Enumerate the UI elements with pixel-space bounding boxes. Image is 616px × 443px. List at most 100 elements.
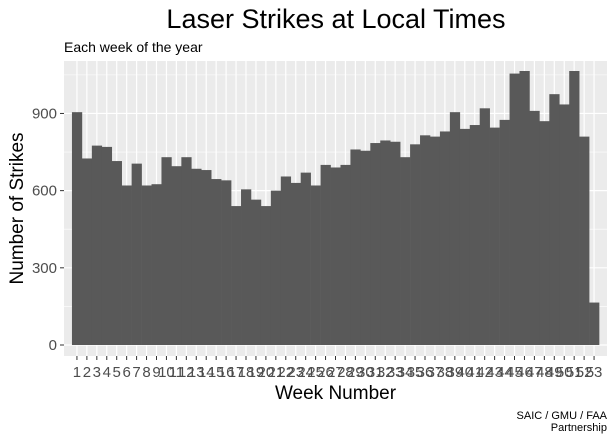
- bar-week-38: [439, 131, 451, 345]
- bar-week-50: [559, 104, 570, 345]
- bar-week-22: [280, 176, 292, 345]
- x-tick-label: 2: [83, 364, 91, 381]
- x-tick-label: 4: [103, 364, 111, 381]
- bar-week-17: [231, 206, 242, 345]
- x-tick-label: 5: [113, 364, 121, 381]
- x-tick-label: 51: [566, 364, 583, 381]
- bar-week-21: [270, 190, 282, 345]
- bar-week-26: [320, 164, 331, 345]
- x-tick-label: 18: [238, 364, 255, 381]
- y-axis-title: Number of Strikes: [7, 132, 28, 284]
- bar-week-37: [429, 136, 441, 345]
- x-tick-label: 52: [576, 364, 593, 381]
- bar-week-12: [181, 157, 192, 345]
- bar-week-2: [81, 158, 93, 345]
- bar-week-49: [549, 94, 560, 345]
- chart-subtitle: Each week of the year: [64, 39, 203, 55]
- bar-week-6: [121, 185, 132, 345]
- x-tick-label: 53: [586, 364, 603, 381]
- bar-week-34: [400, 157, 411, 345]
- bar-week-25: [310, 185, 321, 345]
- bar-week-28: [340, 164, 351, 345]
- x-tick-label: 42: [476, 364, 493, 381]
- bar-week-5: [111, 161, 122, 345]
- x-tick-label: 27: [327, 364, 344, 381]
- x-tick-label: 38: [437, 364, 454, 381]
- x-tick-label: 24: [297, 364, 314, 381]
- bar-week-36: [420, 135, 431, 345]
- x-tick-label: 41: [466, 364, 483, 381]
- y-tick-label: 300: [32, 260, 57, 277]
- x-tick-label: 9: [152, 364, 160, 381]
- x-tick-label: 19: [248, 364, 265, 381]
- x-tick-label: 7: [132, 364, 140, 381]
- x-tick-label: 45: [506, 364, 523, 381]
- x-tick-label: 49: [546, 364, 563, 381]
- x-tick-label: 28: [337, 364, 354, 381]
- x-tick-label: 20: [258, 364, 275, 381]
- bar-week-11: [171, 166, 182, 345]
- x-tick-label: 12: [178, 364, 195, 381]
- x-tick-label: 1: [73, 364, 81, 381]
- x-axis-title: Week Number: [275, 383, 397, 404]
- x-tick-label: 46: [516, 364, 533, 381]
- bar-week-27: [330, 167, 341, 345]
- bar-week-14: [201, 170, 212, 345]
- bar-week-35: [410, 144, 421, 345]
- x-tick-label: 34: [397, 364, 414, 381]
- bar-week-18: [241, 189, 252, 345]
- x-axis: 1 2 3 4 5 6 7 8 91011121314151617181920212223242…: [73, 356, 603, 381]
- bar-week-30: [360, 150, 371, 345]
- bar-week-43: [489, 127, 500, 345]
- x-tick-label: 6: [122, 364, 130, 381]
- y-tick-label: 600: [32, 183, 57, 200]
- bar-week-9: [151, 184, 162, 345]
- x-tick-label: 33: [387, 364, 404, 381]
- x-tick-label: 44: [496, 364, 513, 381]
- chart-caption: SAIC / GMU / FAA Partnership: [517, 410, 607, 434]
- bar-week-23: [290, 182, 301, 345]
- x-tick-label: 26: [317, 364, 334, 381]
- x-tick-label: 47: [526, 364, 543, 381]
- bar-week-42: [479, 108, 490, 346]
- bar-week-19: [250, 199, 262, 345]
- bar-week-44: [499, 119, 510, 346]
- y-axis: 0 300 600 900: [32, 105, 64, 354]
- bar-week-10: [161, 157, 172, 345]
- bar-week-53: [589, 302, 600, 345]
- bar-week-45: [509, 73, 520, 345]
- bar-week-15: [211, 179, 222, 345]
- bar-week-16: [221, 180, 232, 345]
- bar-week-7: [131, 163, 142, 345]
- bar-week-33: [390, 141, 401, 345]
- bar-week-31: [370, 143, 381, 345]
- caption-line-1: SAIC / GMU / FAA: [516, 410, 607, 422]
- x-tick-label: 3: [93, 364, 101, 381]
- x-tick-label: 15: [208, 364, 225, 381]
- x-tick-label: 10: [158, 364, 175, 381]
- bar-week-52: [579, 136, 590, 345]
- bar-week-41: [469, 125, 481, 345]
- x-tick-label: 21: [267, 364, 284, 381]
- x-tick-label: 31: [367, 364, 384, 381]
- bar-week-3: [91, 145, 103, 345]
- x-tick-label: 29: [347, 364, 364, 381]
- bar-week-4: [101, 146, 113, 345]
- y-tick-label: 900: [32, 105, 57, 122]
- x-tick-label: 30: [357, 364, 374, 381]
- chart-title: Laser Strikes at Local Times: [166, 4, 506, 34]
- bar-week-13: [191, 168, 202, 345]
- bar-week-48: [539, 121, 550, 345]
- bar-week-40: [459, 128, 471, 345]
- x-tick-label: 14: [198, 364, 215, 381]
- bar-week-1: [71, 112, 83, 345]
- x-tick-label: 39: [446, 364, 463, 381]
- bars-group: [71, 71, 600, 346]
- bar-week-32: [380, 140, 391, 345]
- x-tick-label: 32: [377, 364, 394, 381]
- x-tick-label: 35: [407, 364, 424, 381]
- x-tick-label: 8: [142, 364, 150, 381]
- x-tick-label: 23: [287, 364, 304, 381]
- bar-week-39: [449, 112, 461, 345]
